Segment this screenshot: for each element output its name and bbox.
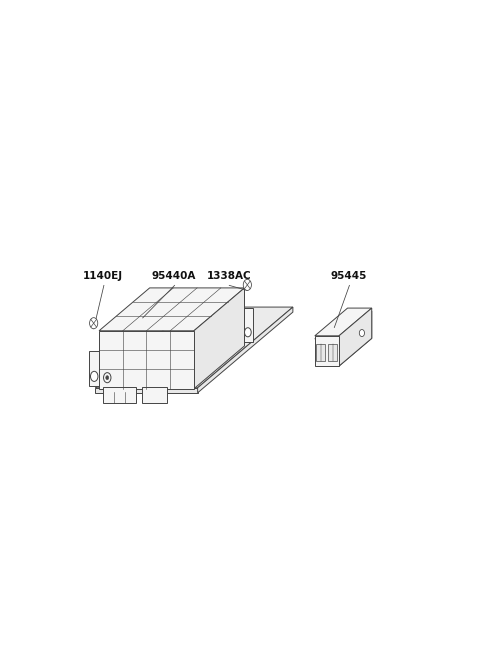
- Circle shape: [106, 376, 109, 380]
- Polygon shape: [315, 336, 339, 366]
- Text: 1338AC: 1338AC: [207, 271, 252, 282]
- Circle shape: [244, 328, 251, 337]
- Polygon shape: [339, 308, 372, 366]
- Bar: [243, 308, 253, 342]
- Bar: [103, 386, 136, 403]
- Polygon shape: [99, 331, 194, 389]
- Polygon shape: [315, 308, 372, 336]
- Text: 95440A: 95440A: [151, 271, 196, 282]
- Circle shape: [104, 373, 111, 383]
- Circle shape: [90, 318, 98, 329]
- Polygon shape: [339, 311, 372, 366]
- Polygon shape: [96, 388, 198, 393]
- Circle shape: [243, 279, 252, 290]
- Circle shape: [360, 329, 364, 337]
- Circle shape: [91, 371, 98, 381]
- Polygon shape: [315, 311, 372, 339]
- Bar: [89, 351, 100, 386]
- Polygon shape: [99, 288, 244, 331]
- Bar: [328, 345, 337, 361]
- Bar: [142, 386, 167, 403]
- Polygon shape: [194, 288, 244, 389]
- Polygon shape: [96, 307, 293, 388]
- Polygon shape: [198, 307, 293, 393]
- Text: 95445: 95445: [330, 271, 367, 282]
- Bar: [316, 345, 325, 361]
- Text: 1140EJ: 1140EJ: [83, 271, 123, 282]
